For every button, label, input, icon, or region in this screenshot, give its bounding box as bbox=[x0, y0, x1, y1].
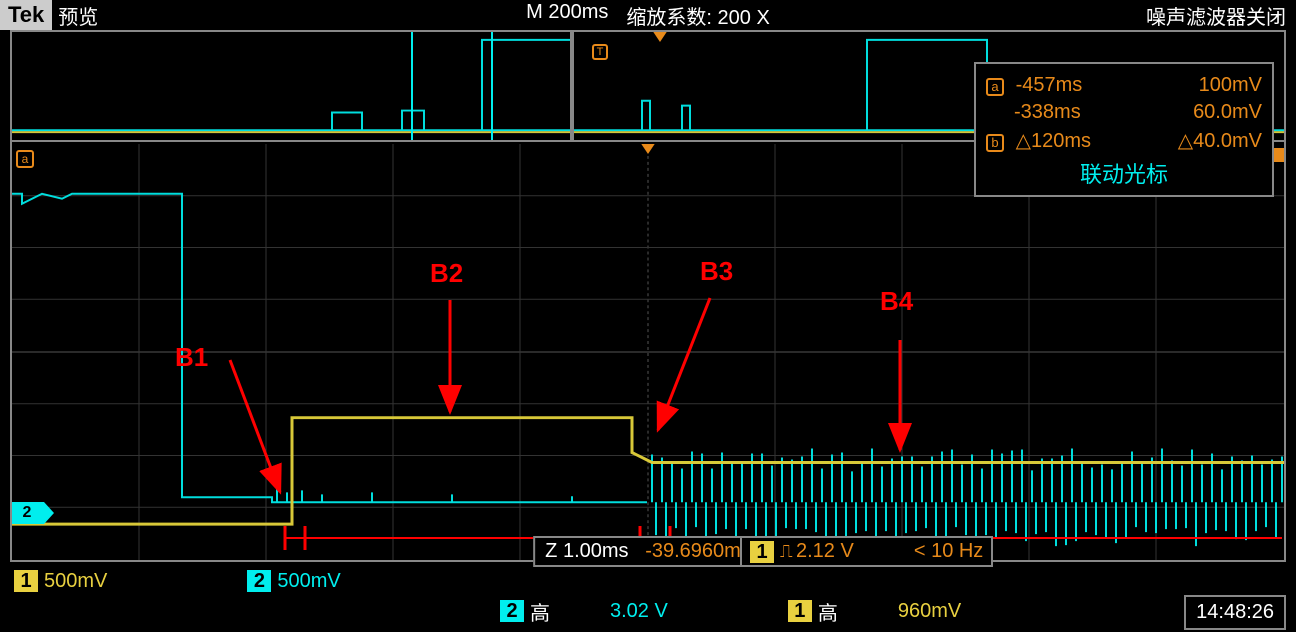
cursor-b-voltage: 60.0mV bbox=[1193, 101, 1262, 124]
linked-cursor-label[interactable]: 联动光标 bbox=[986, 157, 1262, 189]
brand-logo: Tek bbox=[0, 0, 52, 30]
zoom-factor: 缩放系数: 200 X bbox=[626, 1, 769, 30]
ch2-measurement[interactable]: 2 高 3.02 V bbox=[496, 597, 672, 626]
top-bar: Tek 预览 M 200ms 缩放系数: 200 X 噪声滤波器关闭 bbox=[0, 0, 1296, 30]
zoom-waveform bbox=[12, 144, 1284, 560]
cursor-delta-voltage: △40.0mV bbox=[1178, 128, 1262, 153]
cursor-a-voltage: 100mV bbox=[1199, 74, 1262, 97]
ch1-measurement[interactable]: 1 高 960mV bbox=[784, 597, 965, 626]
preview-label: 预览 bbox=[58, 1, 98, 30]
trigger-position-icon bbox=[652, 32, 668, 42]
cursor-delta-row: b △120ms △40.0mV bbox=[986, 128, 1262, 153]
top-center: M 200ms 缩放系数: 200 X bbox=[526, 1, 770, 30]
cursor-b-time: -338ms bbox=[986, 101, 1081, 124]
cursor-a-marker: a bbox=[16, 150, 34, 168]
zoom-trigger-marker bbox=[640, 144, 656, 154]
main-timebase: M 200ms bbox=[526, 1, 608, 30]
cursor-a-row: a -457ms 100mV bbox=[986, 74, 1262, 97]
status-row-1: 1 500mV 2 500mV 1 ⎍ 2.12 V < 10 Hz bbox=[10, 566, 1286, 596]
cursor-b-icon: b bbox=[986, 134, 1004, 152]
cursor-delta-time: △120ms bbox=[1016, 130, 1091, 152]
cursor-readout-panel: a -457ms 100mV -338ms 60.0mV b △120ms △4… bbox=[974, 62, 1274, 197]
ch1-vdiv[interactable]: 1 500mV bbox=[10, 570, 111, 593]
rising-edge-icon: ⎍ bbox=[780, 541, 796, 562]
zoom-timebase-readout: Z 1.00ms -39.6960ms bbox=[533, 536, 763, 567]
status-row-2: 2 高 3.02 V 1 高 960mV bbox=[10, 596, 1286, 626]
trigger-readout[interactable]: 1 ⎍ 2.12 V < 10 Hz bbox=[740, 536, 993, 567]
noise-filter-status: 噪声滤波器关闭 bbox=[1146, 1, 1286, 30]
ch2-vdiv[interactable]: 2 500mV bbox=[243, 570, 344, 593]
cursor-a-time: -457ms bbox=[1016, 74, 1083, 96]
timestamp: 14:48:26 bbox=[1184, 595, 1286, 630]
bottom-bar: Z 1.00ms -39.6960ms 1 500mV 2 500mV 1 ⎍ … bbox=[10, 566, 1286, 630]
trigger-t-marker: T bbox=[592, 44, 608, 60]
ch2-ground-marker: 2 bbox=[12, 502, 44, 524]
scope-display[interactable]: T bbox=[10, 30, 1286, 562]
cursor-a-icon: a bbox=[986, 78, 1004, 96]
cursor-b-row: -338ms 60.0mV bbox=[986, 101, 1262, 124]
zoom-pane[interactable]: a 2 bbox=[12, 144, 1284, 560]
